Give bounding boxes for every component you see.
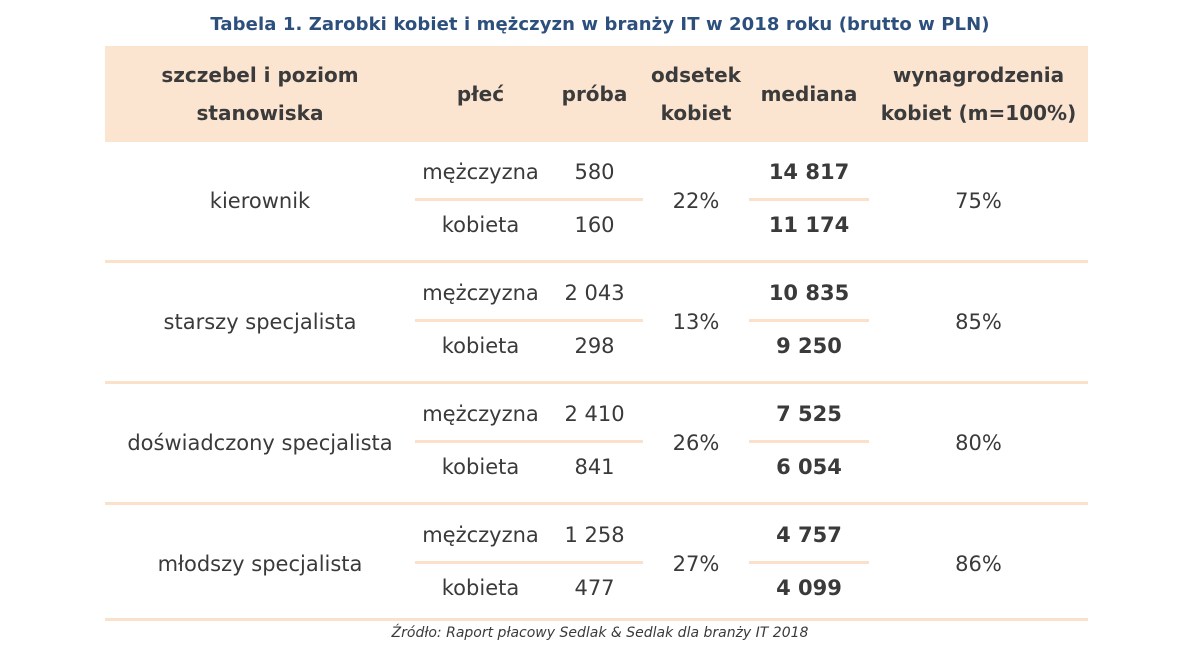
header-ratio-line1: wynagrodzenia <box>892 63 1065 87</box>
sample-male-cell: 1 258 <box>546 505 643 564</box>
women-share-cell: 26% <box>672 431 720 455</box>
table-title: Tabela 1. Zarobki kobiet i mężczyzn w br… <box>210 14 990 35</box>
table-row-group: młodszy specjalista mężczyzna 1 258 27% … <box>105 505 1088 623</box>
median-female-cell: 6 054 <box>776 455 842 479</box>
table-bottom-rule <box>105 618 1088 621</box>
median-female-cell: 9 250 <box>776 334 842 358</box>
gender-female-cell: kobieta <box>441 213 520 237</box>
women-share-cell: 27% <box>672 552 720 576</box>
sample-female-cell: 841 <box>574 455 615 479</box>
header-ratio-line2: kobiet (m=100%) <box>880 101 1077 125</box>
header-women-share-line2: kobiet <box>660 101 732 125</box>
women-share-cell: 22% <box>672 189 720 213</box>
median-male-cell: 14 817 <box>749 142 869 201</box>
header-ratio: wynagrodzenia kobiet (m=100%) <box>869 46 1088 142</box>
level-cell: starszy specjalista <box>163 310 357 334</box>
gender-male-cell: mężczyzna <box>415 263 546 322</box>
median-male-cell: 7 525 <box>749 384 869 443</box>
level-cell: młodszy specjalista <box>157 552 363 576</box>
header-sample: próba <box>546 46 643 142</box>
median-female-cell: 11 174 <box>768 213 850 237</box>
level-cell: kierownik <box>209 189 311 213</box>
sample-male-cell: 580 <box>546 142 643 201</box>
sample-female-cell: 477 <box>574 576 615 600</box>
gender-female-cell: kobieta <box>441 334 520 358</box>
table-row-group: doświadczony specjalista mężczyzna 2 410… <box>105 384 1088 505</box>
sample-female-cell: 160 <box>574 213 615 237</box>
table-row-group: kierownik mężczyzna 580 22% 14 817 75% k… <box>105 142 1088 263</box>
header-women-share-line1: odsetek <box>651 63 741 87</box>
gender-female-cell: kobieta <box>441 576 520 600</box>
gender-male-cell: mężczyzna <box>415 142 546 201</box>
gender-female-cell: kobieta <box>441 455 520 479</box>
ratio-cell: 75% <box>955 189 1002 213</box>
salary-table: szczebel i poziom stanowiska płeć próba o… <box>105 46 1088 623</box>
source-note: Źródło: Raport płacowy Sedlak & Sedlak d… <box>391 625 809 641</box>
header-level: szczebel i poziom stanowiska <box>105 46 415 142</box>
header-level-line2: stanowiska <box>196 101 324 125</box>
level-cell: doświadczony specjalista <box>127 431 393 455</box>
median-male-cell: 10 835 <box>749 263 869 322</box>
header-gender: płeć <box>415 46 546 142</box>
sample-female-cell: 298 <box>574 334 615 358</box>
sample-male-cell: 2 043 <box>546 263 643 322</box>
header-median: mediana <box>749 46 869 142</box>
women-share-cell: 13% <box>672 310 720 334</box>
ratio-cell: 86% <box>955 552 1002 576</box>
median-male-cell: 4 757 <box>749 505 869 564</box>
sample-male-cell: 2 410 <box>546 384 643 443</box>
header-women-share: odsetek kobiet <box>643 46 749 142</box>
header-level-line1: szczebel i poziom <box>161 63 359 87</box>
table-row-group: starszy specjalista mężczyzna 2 043 13% … <box>105 263 1088 384</box>
gender-male-cell: mężczyzna <box>415 505 546 564</box>
median-female-cell: 4 099 <box>776 576 842 600</box>
ratio-cell: 80% <box>955 431 1002 455</box>
gender-male-cell: mężczyzna <box>415 384 546 443</box>
ratio-cell: 85% <box>955 310 1002 334</box>
